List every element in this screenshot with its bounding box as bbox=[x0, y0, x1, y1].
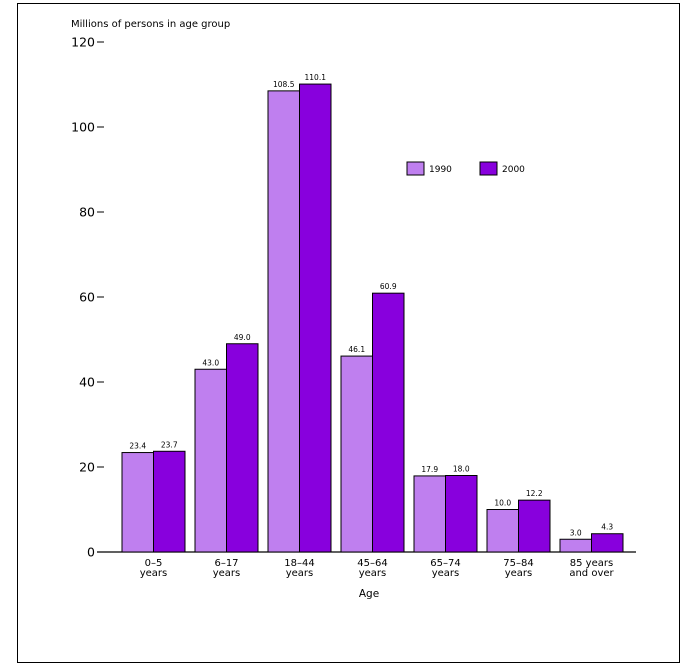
bar-2000-2 bbox=[299, 83, 332, 553]
x-tick-label-0-0: 0–5 bbox=[145, 558, 163, 569]
y-tick-label-0: 0 bbox=[87, 545, 95, 560]
bar-1990-4 bbox=[413, 475, 446, 553]
data-label-2000-0: 23.7 bbox=[161, 440, 178, 449]
data-label-2000-6: 4.3 bbox=[601, 523, 613, 532]
legend-swatch-1990 bbox=[406, 161, 425, 176]
bar-2000-6 bbox=[591, 533, 624, 553]
y-tick-label-6: 120 bbox=[71, 35, 95, 50]
data-label-2000-1: 49.0 bbox=[234, 333, 251, 342]
legend: 1990 2000 bbox=[406, 161, 525, 176]
x-tick-label-6-0: 85 years bbox=[570, 558, 613, 569]
data-label-1990-6: 3.0 bbox=[570, 528, 582, 537]
data-label-1990-5: 10.0 bbox=[494, 499, 511, 508]
data-label-1990-1: 43.0 bbox=[202, 358, 219, 367]
x-tick-label-6-1: and over bbox=[569, 568, 614, 579]
x-tick-label-5-1: years bbox=[505, 568, 533, 579]
x-tick-label-2-0: 18–44 bbox=[284, 558, 314, 569]
x-tick-label-0-1: years bbox=[140, 568, 168, 579]
bar-1990-3 bbox=[340, 355, 373, 553]
data-label-2000-4: 18.0 bbox=[453, 465, 470, 474]
data-label-1990-3: 46.1 bbox=[348, 345, 365, 354]
x-axis-label: Age bbox=[359, 588, 379, 600]
x-tick-label-3-0: 45–64 bbox=[357, 558, 387, 569]
y-tick-label-5: 100 bbox=[71, 120, 95, 135]
x-tick-label-4-0: 65–74 bbox=[430, 558, 460, 569]
x-tick-label-2-1: years bbox=[286, 568, 314, 579]
data-label-1990-0: 23.4 bbox=[129, 442, 146, 451]
data-label-2000-5: 12.2 bbox=[526, 489, 543, 498]
x-tick-label-1-0: 6–17 bbox=[214, 558, 238, 569]
bar-1990-1 bbox=[194, 368, 227, 553]
bar-2000-4 bbox=[445, 475, 478, 553]
bar-2000-5 bbox=[518, 499, 551, 553]
y-tick-label-2: 40 bbox=[79, 375, 95, 390]
y-tick-label-1: 20 bbox=[79, 460, 95, 475]
bar-chart: Millions of persons in age group Age 0 20… bbox=[71, 19, 636, 600]
bar-2000-0 bbox=[153, 450, 186, 553]
bars: 23.4 23.7 43.0 49.0 108.5 110.1 46.1 60.9 17.9 18… bbox=[121, 73, 624, 553]
bar-1990-2 bbox=[267, 90, 300, 553]
bar-1990-0 bbox=[121, 452, 154, 553]
axes: 0204060801001200–5years6–17years18–44yea… bbox=[71, 35, 636, 579]
legend-swatch-2000 bbox=[479, 161, 498, 176]
data-label-2000-2: 110.1 bbox=[305, 73, 327, 82]
bar-2000-1 bbox=[226, 343, 259, 553]
data-label-1990-2: 108.5 bbox=[273, 80, 295, 89]
x-tick-label-1-1: years bbox=[213, 568, 241, 579]
x-tick-label-5-0: 75–84 bbox=[503, 558, 533, 569]
data-label-1990-4: 17.9 bbox=[421, 465, 438, 474]
x-tick-label-4-1: years bbox=[432, 568, 460, 579]
data-label-2000-3: 60.9 bbox=[380, 282, 397, 291]
x-tick-label-3-1: years bbox=[359, 568, 387, 579]
legend-label-2000: 2000 bbox=[502, 165, 525, 175]
bar-1990-6 bbox=[559, 538, 592, 553]
y-tick-label-3: 60 bbox=[79, 290, 95, 305]
bar-2000-3 bbox=[372, 292, 405, 553]
y-tick-label-4: 80 bbox=[79, 205, 95, 220]
y-axis-label: Millions of persons in age group bbox=[71, 19, 230, 30]
bar-1990-5 bbox=[486, 509, 519, 553]
legend-label-1990: 1990 bbox=[429, 165, 452, 175]
